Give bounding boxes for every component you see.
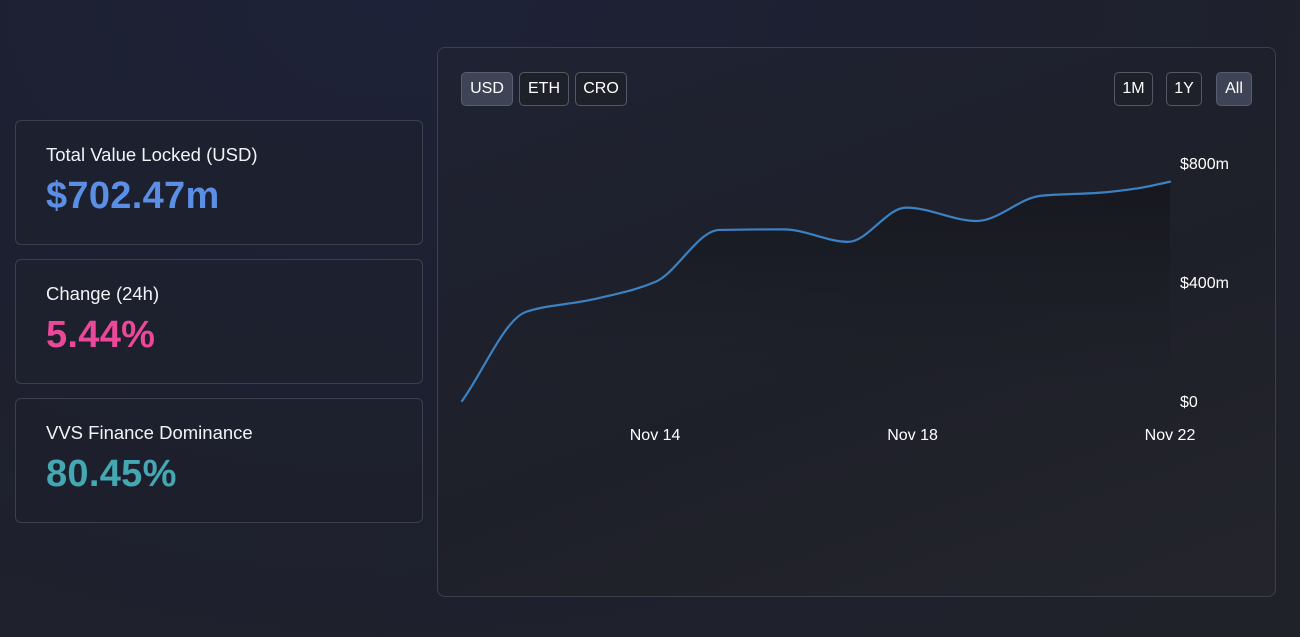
stat-label-tvl: Total Value Locked (USD) <box>46 144 258 165</box>
stat-card-change: Change (24h) 5.44% <box>15 259 423 384</box>
stat-label-change: Change (24h) <box>46 283 160 304</box>
y-tick-label: $0 <box>1180 394 1198 411</box>
stat-card-tvl: Total Value Locked (USD) $702.47m <box>15 120 423 245</box>
range-button-1y[interactable]: 1Y <box>1166 72 1202 106</box>
tvl-line-chart: $0 $400m $800m Nov 14 Nov 18 Nov 22 <box>460 156 1229 444</box>
y-tick-label: $400m <box>1180 275 1229 292</box>
stat-value-dominance: 80.45% <box>46 453 177 495</box>
x-tick-label: Nov 22 <box>1145 427 1196 444</box>
stat-card-dominance: VVS Finance Dominance 80.45% <box>15 398 423 523</box>
x-tick-label: Nov 14 <box>630 427 681 444</box>
stat-label-dominance: VVS Finance Dominance <box>46 422 253 443</box>
range-button-all[interactable]: All <box>1216 72 1252 106</box>
stat-value-change: 5.44% <box>46 314 156 356</box>
currency-button-eth[interactable]: ETH <box>519 72 569 106</box>
tvl-area-fill <box>462 181 1170 401</box>
tvl-chart-panel: USD ETH CRO 1M 1Y All $0 $400m $800m Nov 1… <box>437 47 1276 597</box>
currency-button-usd[interactable]: USD <box>461 72 513 106</box>
stat-value-tvl: $702.47m <box>46 175 220 217</box>
tvl-series-line <box>460 180 1172 403</box>
currency-button-cro[interactable]: CRO <box>575 72 627 106</box>
y-tick-label: $800m <box>1180 156 1229 173</box>
x-tick-label: Nov 18 <box>887 427 938 444</box>
range-button-1m[interactable]: 1M <box>1114 72 1153 106</box>
